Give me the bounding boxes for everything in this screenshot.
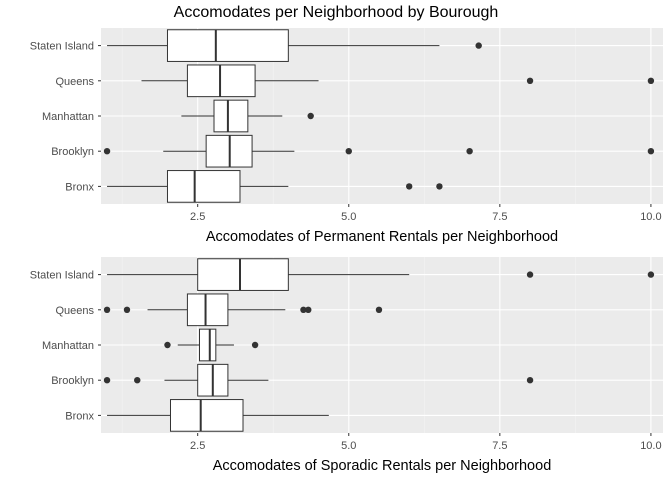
outlier-point-brooklyn <box>103 377 111 384</box>
box-queens <box>186 64 256 98</box>
outlier-point-brooklyn <box>345 148 352 155</box>
y-tick-label-bronx: Bronx <box>65 410 94 422</box>
outlier-point-queens <box>375 306 383 313</box>
box-bronx <box>166 170 241 203</box>
y-tick-label-brooklyn: Brooklyn <box>51 375 94 387</box>
outlier-point-brooklyn <box>103 148 111 155</box>
box-bronx <box>169 399 244 432</box>
x-tick-label: 7.5 <box>492 440 507 452</box>
outlier-point-bronx <box>436 183 443 190</box>
y-tick-label-queens: Queens <box>55 305 94 317</box>
y-tick-label-brooklyn: Brooklyn <box>51 146 94 158</box>
outlier-point-brooklyn <box>647 148 655 155</box>
y-tick-label-staten-island: Staten Island <box>30 270 94 282</box>
outlier-point-queens <box>526 77 534 85</box>
x-tick-label: 7.5 <box>492 211 507 223</box>
box-staten-island <box>166 29 289 62</box>
x-tick-label: 10.0 <box>640 440 661 452</box>
outlier-point-brooklyn <box>134 377 141 384</box>
outlier-point-brooklyn <box>466 148 473 155</box>
x-tick-label: 5.0 <box>341 211 356 223</box>
outlier-point-manhattan <box>251 341 259 349</box>
x-tick-label: 2.5 <box>190 440 205 452</box>
outlier-point-queens <box>300 306 307 313</box>
outlier-point-staten-island <box>647 271 655 278</box>
outlier-point-staten-island <box>526 271 534 278</box>
y-tick-label-queens: Queens <box>55 76 94 88</box>
outlier-point-staten-island <box>475 42 482 49</box>
chart-title: Accomodates per Neighborhood by Bourough <box>174 4 499 21</box>
box-manhattan <box>213 99 249 133</box>
x-tick-label: 2.5 <box>190 211 205 223</box>
outlier-point-queens <box>305 306 312 313</box>
outlier-point-brooklyn <box>526 377 534 384</box>
box-queens <box>186 293 229 327</box>
y-tick-label-manhattan: Manhattan <box>42 111 94 123</box>
box-manhattan <box>199 328 217 362</box>
outlier-point-queens <box>103 306 111 313</box>
outlier-point-queens <box>647 77 655 85</box>
y-tick-label-staten-island: Staten Island <box>30 41 94 53</box>
y-tick-label-bronx: Bronx <box>65 181 94 193</box>
x-axis-label-sporadic: Accomodates of Sporadic Rentals per Neig… <box>213 458 552 474</box>
x-tick-label: 10.0 <box>640 211 661 223</box>
y-tick-label-manhattan: Manhattan <box>42 340 94 352</box>
outlier-point-bronx <box>405 183 413 190</box>
outlier-point-queens <box>123 306 131 313</box>
panel-permanent-rentals: Staten Island Queens Manhattan Brooklyn Bron… <box>30 28 663 223</box>
x-axis-label-permanent: Accomodates of Permanent Rentals per Nei… <box>206 229 558 245</box>
outlier-point-manhattan <box>164 341 171 349</box>
box-staten-island <box>197 258 289 291</box>
panel-sporadic-rentals: Staten Island Queens Manhattan Brooklyn Bron… <box>30 257 663 452</box>
x-tick-label: 5.0 <box>341 440 356 452</box>
outlier-point-manhattan <box>307 112 314 120</box>
